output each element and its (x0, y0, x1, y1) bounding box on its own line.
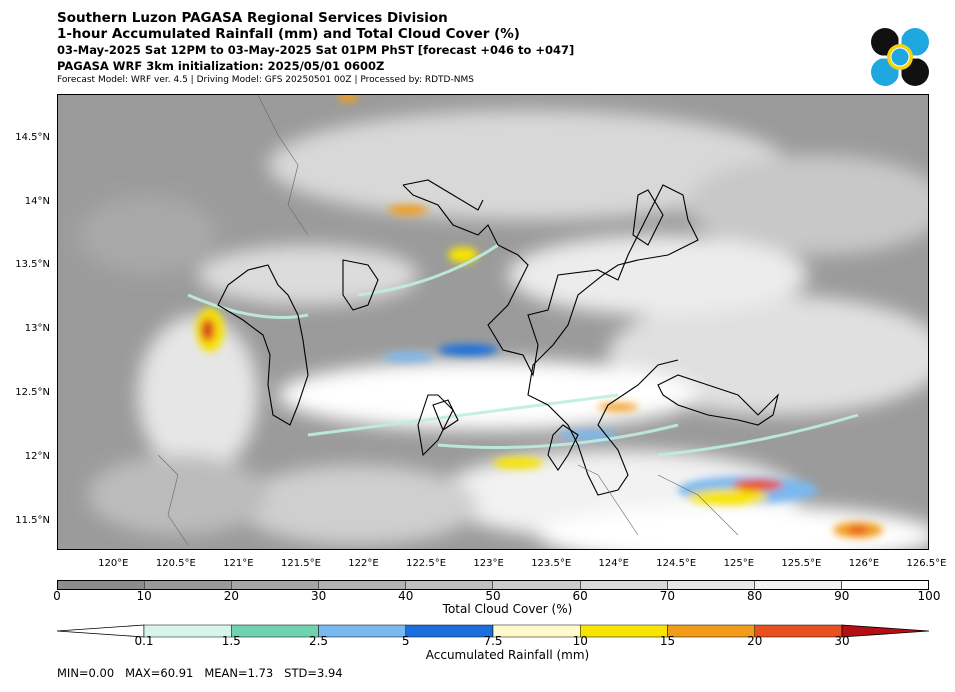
cloud-colorbar-segment (754, 581, 842, 589)
cloud-cover-layer (78, 110, 928, 549)
rain-tick-label: 30 (834, 634, 850, 648)
cloud-tick-label: 80 (746, 589, 763, 603)
rain-colorbar-segment (580, 624, 668, 638)
rain-tick-label: 1.5 (221, 634, 241, 648)
cloud-tick-label: 50 (485, 589, 501, 603)
longitude-label: 125°E (723, 558, 755, 569)
rain-tick-label: 2.5 (308, 634, 329, 648)
cloud-tick-label: 20 (223, 589, 240, 603)
longitude-label: 123°E (473, 558, 504, 569)
map-canvas (58, 95, 928, 549)
latitude-label: 11.5°N (15, 514, 50, 526)
longitude-label: 122°E (348, 558, 379, 569)
cloud-colorbar-segment (232, 581, 320, 589)
longitude-label: 120°E (98, 558, 129, 569)
cloud-colorbar-segment (58, 581, 146, 589)
rain-tick-label: 7.5 (483, 634, 503, 648)
latitude-label: 13°N (24, 323, 50, 335)
rain-colorbar-segment (667, 624, 755, 638)
longitude-label: 125.5°E (781, 558, 822, 569)
cloud-tick-label: 100 (917, 589, 941, 603)
cloud-tick-label: 30 (310, 589, 327, 603)
longitude-label: 121.5°E (280, 558, 321, 569)
rain-colorbar-segment (492, 624, 581, 638)
rain-colorbar-segment (318, 624, 406, 638)
cloud-tick-label: 10 (136, 589, 152, 603)
latitude-label: 12°N (24, 451, 50, 463)
cloud-tick-label: 60 (572, 589, 588, 603)
longitude-label: 126°E (848, 558, 880, 569)
longitude-label: 124.5°E (656, 558, 697, 569)
rain-tick-label: 15 (659, 634, 676, 648)
longitude-label: 126.5°E (906, 558, 947, 569)
model-info: Forecast Model: WRF ver. 4.5 | Driving M… (57, 75, 474, 85)
longitude-label: 120.5°E (155, 558, 196, 569)
latitude-label: 14.5°N (15, 131, 50, 143)
title-line-1: Southern Luzon PAGASA Regional Services … (57, 10, 448, 26)
longitude-label: 122.5°E (406, 558, 447, 569)
longitude-label: 123.5°E (531, 558, 572, 569)
cloud-tick-label: 0 (53, 589, 61, 603)
rainfall-label: Accumulated Rainfall (mm) (425, 648, 590, 662)
cloud-colorbar-segment (145, 581, 233, 589)
latitude-label: 13.5°N (15, 259, 50, 271)
rain-tick-label: 0.1 (134, 634, 154, 648)
cloud-colorbar-segment (406, 581, 494, 589)
cloud-cover-label: Total Cloud Cover (%) (442, 602, 573, 616)
cloud-colorbar-segment (667, 581, 755, 589)
coastlines (217, 179, 780, 496)
statistics-line: MIN=0.00 MAX=60.91 MEAN=1.73 STD=3.94 (57, 666, 343, 680)
title-line-4: PAGASA WRF 3km initialization: 2025/05/0… (57, 59, 385, 73)
longitude-label: 121°E (223, 558, 254, 569)
cloud-colorbar-segment (841, 581, 928, 589)
map-panel (57, 94, 929, 550)
pagasa-logo-icon (871, 28, 929, 86)
cloud-tick-label: 40 (398, 589, 414, 603)
rainfall-layer (196, 95, 883, 538)
rain-tick-label: 5 (401, 634, 410, 648)
rain-colorbar-segment (405, 624, 494, 638)
latitude-label: 12.5°N (15, 387, 50, 399)
title-line-2: 1-hour Accumulated Rainfall (mm) and Tot… (57, 26, 520, 42)
rain-colorbar-segment (231, 624, 319, 638)
admin-boundaries (157, 95, 739, 546)
longitude-label: 124°E (598, 558, 629, 569)
cloud-tick-label: 70 (659, 589, 676, 603)
rainfall-colorbar (57, 624, 929, 638)
title-line-3: 03-May-2025 Sat 12PM to 03-May-2025 Sat … (57, 43, 575, 57)
rain-colorbar-segment (143, 624, 232, 638)
cloud-colorbar-segment (319, 581, 407, 589)
rain-colorbar-segment (754, 624, 843, 638)
cloud-colorbar-segment (580, 581, 668, 589)
rain-colorbar-min-extension (57, 624, 145, 638)
light-rain-bands (187, 243, 859, 457)
rain-tick-label: 10 (572, 634, 588, 648)
rain-tick-label: 20 (747, 634, 763, 648)
cloud-tick-label: 90 (834, 589, 850, 603)
rain-colorbar-max-extension (841, 624, 929, 638)
cloud-cover-colorbar (57, 580, 929, 590)
latitude-label: 14°N (24, 195, 50, 207)
cloud-colorbar-segment (493, 581, 581, 589)
